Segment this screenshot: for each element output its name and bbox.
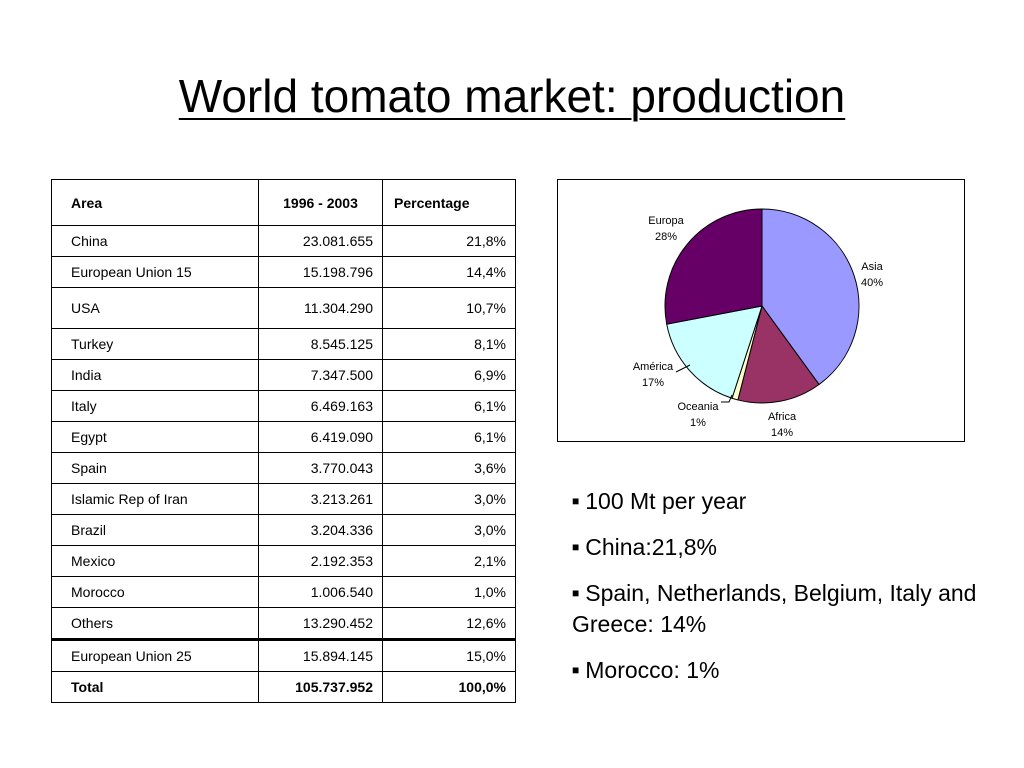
cell-area: Mexico	[51, 545, 259, 577]
bullet-item: ■ 100 Mt per year	[572, 488, 747, 514]
table-row: Egypt 6.419.090 6,1%	[51, 421, 516, 453]
cell-area: European Union 25	[51, 638, 259, 672]
cell-value: 105.737.952	[258, 671, 383, 703]
table-row: Turkey 8.545.125 8,1%	[51, 328, 516, 360]
header-percentage: Percentage	[382, 179, 516, 226]
cell-area: Total	[51, 671, 259, 703]
table-row: USA 11.304.290 10,7%	[51, 287, 516, 329]
slice-value-label: 17%	[642, 377, 664, 389]
cell-area: Others	[51, 607, 259, 640]
cell-pct: 6,1%	[382, 390, 516, 422]
bullet-square-icon: ■	[572, 586, 580, 600]
table-total-row: Total 105.737.952 100,0%	[51, 671, 516, 703]
pie-slice-asia	[761, 208, 860, 386]
cell-pct: 12,6%	[382, 607, 516, 640]
table-row: Brazil 3.204.336 3,0%	[51, 514, 516, 546]
slice-label: Asia	[861, 261, 883, 273]
cell-area: China	[51, 225, 259, 257]
slice-label: Africa	[768, 411, 797, 423]
cell-area: European Union 15	[51, 256, 259, 288]
cell-area: Islamic Rep of Iran	[51, 483, 259, 515]
cell-pct: 14,4%	[382, 256, 516, 288]
bullet-square-icon: ■	[572, 663, 580, 677]
bullet-item: ■ Morocco: 1%	[572, 657, 720, 683]
leader-line	[721, 394, 733, 403]
slice-value-label: 40%	[861, 277, 883, 289]
cell-value: 13.290.452	[258, 607, 383, 640]
cell-pct: 3,6%	[382, 452, 516, 484]
cell-area: Morocco	[51, 576, 259, 608]
cell-value: 3.770.043	[258, 452, 383, 484]
cell-pct: 3,0%	[382, 483, 516, 515]
pie-slice-africa	[737, 304, 820, 404]
cell-pct: 8,1%	[382, 328, 516, 360]
header-period: 1996 - 2003	[258, 179, 383, 226]
cell-value: 6.469.163	[258, 390, 383, 422]
cell-value: 1.006.540	[258, 576, 383, 608]
table-row: Spain 3.770.043 3,6%	[51, 452, 516, 484]
table-row: Morocco 1.006.540 1,0%	[51, 576, 516, 608]
bullet-square-icon: ■	[572, 540, 580, 554]
cell-area: Brazil	[51, 514, 259, 546]
cell-value: 7.347.500	[258, 359, 383, 391]
slice-value-label: 1%	[690, 417, 706, 429]
table-row: China 23.081.655 21,8%	[51, 225, 516, 257]
cell-pct: 3,0%	[382, 514, 516, 546]
cell-value: 8.545.125	[258, 328, 383, 360]
cell-pct: 6,9%	[382, 359, 516, 391]
bullet-item: ■ China:21,8%	[572, 534, 717, 560]
cell-area: Italy	[51, 390, 259, 422]
cell-area: USA	[51, 287, 259, 329]
table-row: European Union 25 15.894.145 15,0%	[51, 638, 516, 672]
cell-pct: 15,0%	[382, 638, 516, 672]
slice-label: Europa	[648, 215, 684, 227]
production-table: Area 1996 - 2003 Percentage China 23.081.…	[51, 179, 516, 703]
slice-value-label: 14%	[771, 427, 793, 439]
cell-pct: 10,7%	[382, 287, 516, 329]
table-row: Islamic Rep of Iran 3.213.261 3,0%	[51, 483, 516, 515]
cell-area: India	[51, 359, 259, 391]
slide-title: World tomato market: production	[178, 70, 846, 122]
slice-label: Oceania	[678, 401, 720, 413]
cell-pct: 6,1%	[382, 421, 516, 453]
table-row: Italy 6.469.163 6,1%	[51, 390, 516, 422]
cell-area: Turkey	[51, 328, 259, 360]
pie-chart-frame: Asia 40% Africa 14% Oceania 1% América 17% Europ…	[557, 179, 965, 442]
pie-slice-amrica	[666, 305, 763, 399]
table-row: Mexico 2.192.353 2,1%	[51, 545, 516, 577]
table-row: European Union 15 15.198.796 14,4%	[51, 256, 516, 288]
cell-value: 15.894.145	[258, 638, 383, 672]
pie-slice-europa	[664, 208, 763, 325]
cell-pct: 2,1%	[382, 545, 516, 577]
cell-value: 15.198.796	[258, 256, 383, 288]
cell-pct: 1,0%	[382, 576, 516, 608]
cell-value: 3.204.336	[258, 514, 383, 546]
table-row: India 7.347.500 6,9%	[51, 359, 516, 391]
slice-label: América	[633, 361, 674, 373]
cell-area: Egypt	[51, 421, 259, 453]
cell-value: 23.081.655	[258, 225, 383, 257]
cell-pct: 100,0%	[382, 671, 516, 703]
bullet-item: ■ Spain, Netherlands, Belgium, Italy and …	[572, 580, 977, 637]
table-header-row: Area 1996 - 2003 Percentage	[51, 179, 516, 226]
cell-value: 2.192.353	[258, 545, 383, 577]
cell-value: 6.419.090	[258, 421, 383, 453]
table-row: Others 13.290.452 12,6%	[51, 607, 516, 640]
pie-chart: Asia 40% Africa 14% Oceania 1% América 17% Europ…	[633, 208, 884, 439]
slice-value-label: 28%	[655, 231, 677, 243]
header-area: Area	[51, 179, 259, 226]
cell-pct: 21,8%	[382, 225, 516, 257]
cell-area: Spain	[51, 452, 259, 484]
leader-line	[675, 364, 691, 373]
bullet-square-icon: ■	[572, 494, 580, 508]
cell-value: 3.213.261	[258, 483, 383, 515]
bullet-list: ■ 100 Mt per year ■ China:21,8% ■ Spain, Ne…	[572, 486, 992, 701]
cell-value: 11.304.290	[258, 287, 383, 329]
